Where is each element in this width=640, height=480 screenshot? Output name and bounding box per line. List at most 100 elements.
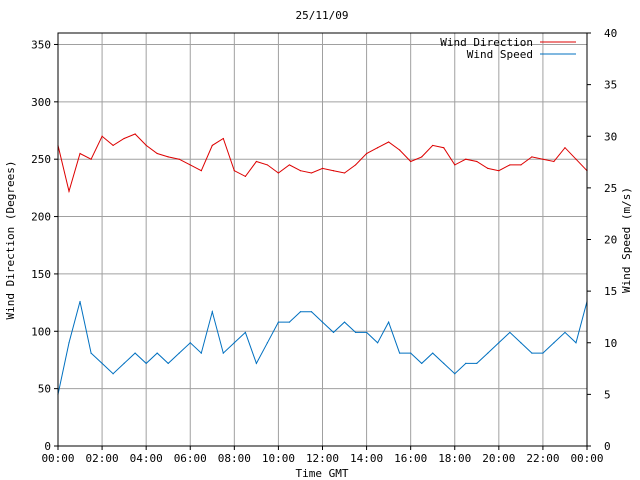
x-axis-label: Time GMT [296,467,349,480]
y-axis-right-label: Wind Speed (m/s) [620,187,633,293]
legend-label-wind-speed: Wind Speed [467,48,533,61]
data-point-wind-direction [299,170,302,172]
data-point-wind-direction [343,172,346,174]
data-point-wind-direction [211,144,213,147]
data-point-wind-speed [211,311,213,313]
legend: Wind Direction Wind Speed [440,36,576,61]
data-point-wind-speed [465,362,467,364]
data-point-wind-speed [498,342,500,344]
data-point-wind-speed [520,342,522,344]
data-point-wind-speed [90,352,92,354]
y-tick-label: 300 [31,96,51,109]
data-point-wind-direction [553,160,555,163]
data-point-wind-direction [321,167,324,169]
data-point-wind-speed [101,362,103,364]
data-point-wind-speed [476,362,478,364]
chart-title: 25/11/09 [296,9,349,22]
x-tick-label: 00:00 [41,452,74,465]
data-point-wind-speed [575,342,577,344]
x-tick-label: 22:00 [526,452,559,465]
data-point-wind-direction [354,164,357,166]
data-point-wind-speed [410,352,412,354]
data-point-wind-direction [377,147,379,149]
data-point-wind-direction [288,164,291,166]
data-point-wind-direction [200,170,202,172]
data-point-wind-speed [255,362,257,364]
data-point-wind-direction [443,147,445,149]
x-tick-label: 14:00 [350,452,383,465]
x-tick-label: 00:00 [570,452,603,465]
data-point-wind-speed [178,352,180,354]
data-point-wind-speed [332,331,335,334]
data-point-wind-direction [189,164,191,166]
data-point-wind-speed [354,331,357,334]
data-point-wind-direction [233,170,235,172]
y2-tick-label: 40 [604,27,617,40]
data-point-wind-direction [167,156,169,158]
data-point-wind-speed [343,321,346,323]
data-point-wind-direction [310,172,313,174]
x-tick-label: 18:00 [438,452,471,465]
data-point-wind-direction [388,141,390,143]
data-point-wind-direction [564,147,566,149]
data-point-wind-direction [266,164,268,166]
data-point-wind-direction [123,137,125,140]
x-tick-label: 16:00 [394,452,427,465]
data-point-wind-speed [233,342,235,344]
data-point-wind-speed [365,331,368,334]
data-point-wind-direction [332,170,335,172]
data-point-wind-speed [112,373,114,375]
data-point-wind-direction [465,158,467,160]
data-point-wind-direction [79,152,81,155]
y2-tick-label: 10 [604,337,617,350]
data-point-wind-speed [156,352,158,354]
data-point-wind-direction [244,175,246,178]
y-axis-left-label: Wind Direction (Degrees) [4,161,17,320]
data-point-wind-direction [365,152,368,155]
y-axis-left-ticks: 0 50 100 150 200 250 300 350 [31,38,58,453]
data-point-wind-speed [222,352,224,354]
data-point-wind-direction [101,135,103,137]
data-point-wind-direction [520,164,522,166]
data-point-wind-speed [299,311,302,313]
data-point-wind-direction [145,144,147,147]
data-point-wind-speed [377,342,379,344]
data-point-wind-speed [388,321,390,323]
data-point-wind-speed [288,321,291,323]
data-point-wind-direction [509,164,511,166]
data-point-wind-direction [68,190,70,192]
x-tick-label: 06:00 [174,452,207,465]
data-point-wind-direction [222,137,224,140]
data-point-wind-speed [399,352,401,354]
legend-label-wind-direction: Wind Direction [440,36,533,49]
data-point-wind-speed [443,362,445,364]
y2-tick-label: 20 [604,234,617,247]
data-point-wind-direction [575,158,577,160]
data-point-wind-direction [498,170,500,172]
data-point-wind-direction [454,164,456,166]
y-tick-label: 100 [31,325,51,338]
data-point-wind-speed [454,373,456,375]
data-point-wind-speed [310,311,313,313]
data-point-wind-speed [145,362,147,364]
data-point-wind-direction [421,156,423,158]
data-point-wind-direction [399,149,401,151]
x-tick-label: 20:00 [482,452,515,465]
y-tick-label: 200 [31,211,51,224]
data-point-wind-speed [79,300,81,303]
data-point-wind-speed [432,352,434,354]
data-point-wind-speed [564,331,566,334]
data-point-wind-speed [189,342,191,344]
data-point-wind-speed [134,352,136,354]
data-point-wind-direction [178,158,180,160]
data-point-wind-speed [277,321,280,323]
series-lines [57,133,588,395]
data-point-wind-direction [531,156,533,158]
y2-tick-label: 0 [604,440,611,453]
data-point-wind-direction [410,160,412,163]
y-tick-label: 0 [44,440,51,453]
y2-tick-label: 15 [604,285,617,298]
data-point-wind-speed [167,362,169,364]
